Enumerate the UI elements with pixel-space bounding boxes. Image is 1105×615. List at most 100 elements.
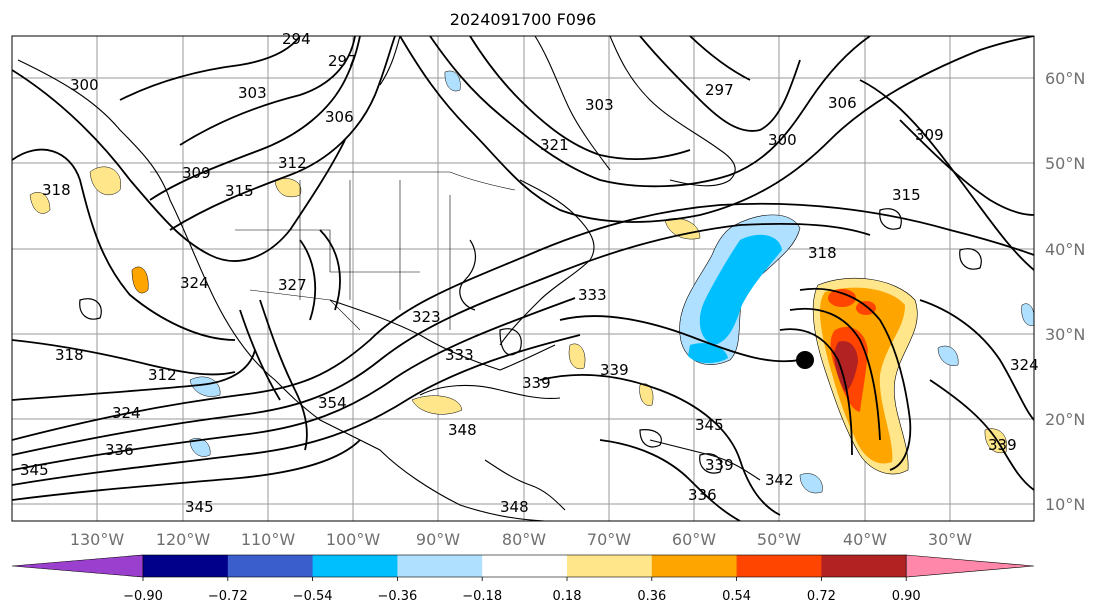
colorbar-segment (567, 555, 653, 577)
contour-label: 354 (318, 394, 347, 412)
contour-label: 323 (412, 308, 441, 326)
longitude-label: 120°W (156, 530, 211, 549)
colorbar-tick-label: 0.36 (637, 589, 666, 604)
map-title: 2024091700 F096 (450, 10, 597, 29)
contour-label: 333 (578, 286, 607, 304)
contour-label: 345 (185, 498, 214, 516)
longitude-labels: 130°W 120°W 110°W 100°W 90°W 80°W 70°W 60°W 50°W… (70, 530, 972, 549)
contour-label: 300 (768, 131, 797, 149)
longitude-label: 60°W (672, 530, 716, 549)
longitude-label: 70°W (587, 530, 631, 549)
latitude-label: 10°N (1045, 495, 1085, 514)
small-patch (937, 345, 959, 366)
longitude-label: 40°W (843, 530, 887, 549)
contour-label: 339 (522, 374, 551, 392)
isentrope-contours (12, 36, 1034, 521)
latitude-label: 20°N (1045, 410, 1085, 429)
small-patch (411, 395, 463, 415)
negative-anomaly-core (699, 234, 782, 345)
longitude-label: 30°W (928, 530, 972, 549)
small-patch (189, 438, 211, 457)
contour-label: 300 (70, 76, 99, 94)
contour-label: 309 (182, 164, 211, 182)
contour-label: 297 (705, 81, 734, 99)
political-borders (150, 171, 516, 331)
latitude-label: 30°N (1045, 325, 1085, 344)
contour-label: 318 (55, 346, 84, 364)
small-patch (1021, 303, 1034, 326)
longitude-label: 90°W (416, 530, 460, 549)
small-patch (89, 166, 122, 196)
contour-label: 339 (600, 361, 629, 379)
colorbar-segment (143, 555, 229, 577)
colorbar (11, 554, 1035, 578)
contour-label: 336 (105, 441, 134, 459)
coastlines (17, 36, 761, 521)
longitude-label: 80°W (502, 530, 546, 549)
contour-label: 339 (988, 436, 1017, 454)
contour-label: 342 (765, 471, 794, 489)
colorbar-segment (736, 555, 822, 577)
small-patch (131, 266, 149, 294)
colorbar-tick-label: −0.18 (462, 589, 502, 604)
positive-anomaly-core (834, 341, 858, 392)
contour-label: 348 (448, 421, 477, 439)
longitude-label: 50°W (757, 530, 801, 549)
contour-label: 303 (585, 96, 614, 114)
contour-label: 336 (688, 486, 717, 504)
latitude-label: 40°N (1045, 240, 1085, 259)
colorbar-tick-label: 0.72 (807, 589, 836, 604)
contour-label: 327 (278, 276, 307, 294)
latitude-label: 60°N (1045, 69, 1085, 88)
contour-label: 312 (278, 154, 307, 172)
contour-label: 321 (540, 136, 569, 154)
colorbar-tick-label: 0.90 (892, 589, 921, 604)
colorbar-tick-label: 0.54 (722, 589, 751, 604)
thin-contours (79, 208, 982, 474)
latitude-label: 50°N (1045, 154, 1085, 173)
contour-label: 315 (225, 182, 254, 200)
contour-label: 348 (500, 498, 529, 516)
colorbar-tick-label: 0.18 (553, 589, 582, 604)
contour-label: 324 (1010, 356, 1039, 374)
colorbar-tick-label: −0.90 (123, 589, 163, 604)
map-frame (11, 35, 1035, 522)
colorbar-tick-label: −0.36 (377, 589, 417, 604)
colorbar-outline (142, 554, 907, 578)
small-patch (639, 383, 654, 406)
small-patch (29, 192, 51, 214)
contour-label: 345 (695, 416, 724, 434)
contour-label: 324 (180, 274, 209, 292)
longitude-label: 110°W (241, 530, 296, 549)
small-patch (189, 376, 221, 397)
latitude-labels: 60°N 50°N 40°N 30°N 20°N 10°N (1045, 69, 1085, 514)
colorbar-tick-label: −0.72 (208, 589, 248, 604)
colorbar-segment (312, 555, 398, 577)
contour-label: 306 (325, 108, 354, 126)
contour-label: 297 (328, 52, 357, 70)
longitude-label: 130°W (70, 530, 125, 549)
contour-label-layer: 294 297 300 303 306 309 312 315 318 321 … (20, 30, 1039, 516)
contour-label: 315 (892, 186, 921, 204)
contour-label: 309 (915, 126, 944, 144)
contour-label: 318 (808, 244, 837, 262)
small-patch (568, 343, 586, 370)
contour-label: 312 (148, 366, 177, 384)
colorbar-segment (397, 555, 483, 577)
contour-label: 294 (282, 30, 311, 48)
contour-label: 345 (20, 461, 49, 479)
colorbar-segment (651, 555, 738, 577)
contour-label: 324 (112, 404, 141, 422)
shaded-anomaly-regions (29, 70, 1034, 494)
colorbar-extend-max (905, 554, 1035, 578)
colorbar-extend-min (11, 554, 144, 578)
positive-anomaly-north-core (828, 289, 856, 307)
colorbar-segment (821, 555, 907, 577)
colorbar-segment (482, 555, 568, 577)
contour-label: 306 (828, 94, 857, 112)
negative-anomaly-small (688, 343, 728, 364)
colorbar-tick-labels: −0.90 −0.72 −0.54 −0.36 −0.18 0.18 0.36 0.54 0.7… (123, 577, 921, 604)
colorbar-segment (227, 555, 314, 577)
contour-label: 303 (238, 84, 267, 102)
